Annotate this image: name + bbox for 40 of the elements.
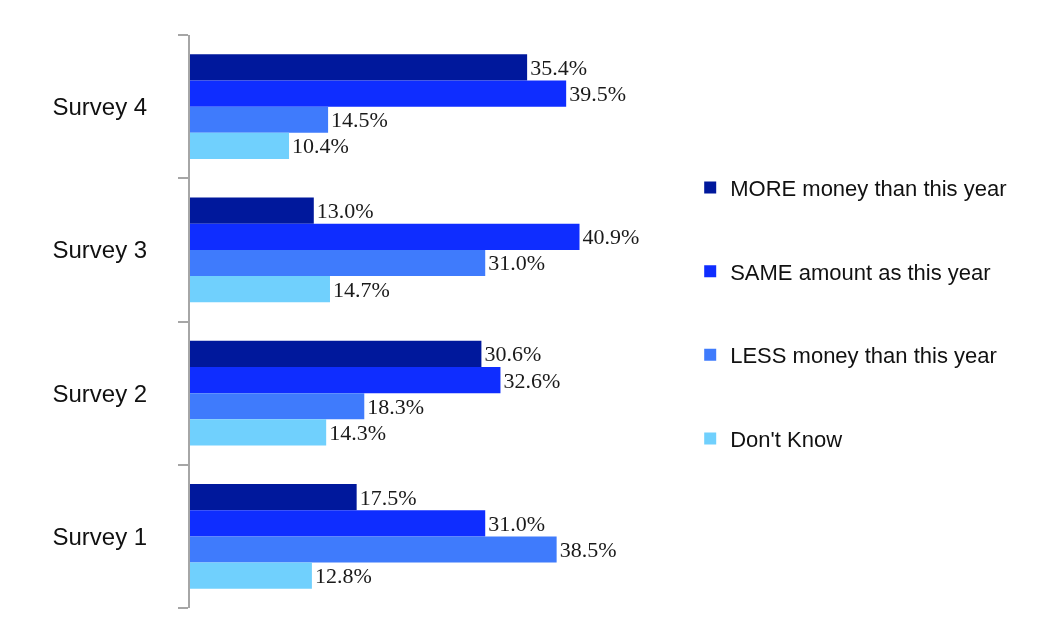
data-label: 38.5% bbox=[559, 536, 617, 562]
data-label: 12.8% bbox=[314, 563, 372, 589]
bar bbox=[190, 249, 486, 277]
bar bbox=[190, 80, 567, 107]
bar bbox=[190, 393, 365, 420]
y-tick-label: Survey 1 bbox=[52, 522, 148, 550]
legend-label: LESS money than this year bbox=[730, 343, 997, 369]
data-label: 32.6% bbox=[503, 367, 561, 393]
data-label: 35.4% bbox=[530, 54, 587, 80]
y-tick-label: Survey 2 bbox=[52, 379, 148, 407]
bar bbox=[190, 197, 314, 224]
bar bbox=[190, 562, 312, 589]
data-label: 31.0% bbox=[488, 510, 546, 536]
y-tick-label: Survey 3 bbox=[52, 236, 148, 264]
bar bbox=[190, 510, 486, 537]
bar bbox=[190, 132, 290, 159]
legend-label: Don't Know bbox=[730, 426, 843, 452]
bar bbox=[190, 419, 327, 446]
data-label: 14.5% bbox=[331, 107, 388, 133]
data-label: 10.4% bbox=[292, 133, 349, 159]
bar bbox=[190, 366, 501, 394]
data-label: 30.6% bbox=[484, 341, 542, 367]
data-label: 14.3% bbox=[329, 419, 387, 445]
legend-label: SAME amount as this year bbox=[730, 259, 991, 285]
bar bbox=[190, 223, 580, 250]
data-label: 39.5% bbox=[569, 81, 626, 107]
bar bbox=[190, 484, 357, 511]
data-label: 17.5% bbox=[359, 484, 417, 510]
y-tick-label: Survey 4 bbox=[52, 93, 148, 121]
bar bbox=[190, 340, 482, 367]
bar bbox=[190, 106, 329, 133]
legend-label: MORE money than this year bbox=[730, 176, 1007, 202]
bar bbox=[190, 276, 330, 303]
bar bbox=[190, 54, 528, 81]
data-label: 40.9% bbox=[582, 224, 640, 250]
bar bbox=[190, 536, 557, 563]
data-label: 14.7% bbox=[332, 276, 390, 302]
data-label: 13.0% bbox=[316, 198, 374, 224]
data-label: 31.0% bbox=[488, 250, 546, 276]
data-label: 18.3% bbox=[367, 393, 425, 419]
